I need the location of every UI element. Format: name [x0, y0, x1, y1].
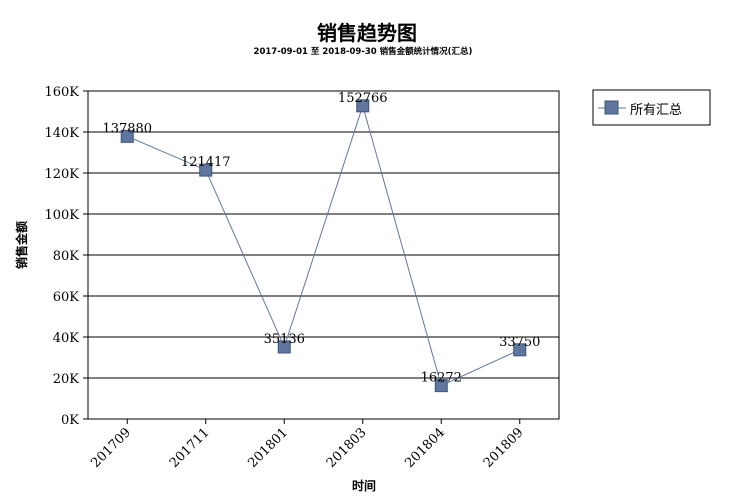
y-tick-label: 40K: [53, 331, 80, 346]
data-label: 152766: [338, 91, 388, 106]
x-tick-label: 201801: [245, 425, 291, 471]
chart-subtitle: 2017-09-01 至 2018-09-30 销售金额统计情况(汇总): [254, 46, 473, 57]
y-tick-label: 0K: [61, 413, 79, 428]
legend-marker: [604, 100, 619, 115]
data-label: 16272: [421, 371, 462, 386]
x-axis-ticks: 201709 201711 201801 201803 201804 201809: [88, 419, 527, 471]
data-point-marker: [513, 343, 527, 357]
data-point-marker: [434, 379, 448, 393]
series-layer: 137880 121417 35136 152766 16272 33750: [102, 91, 540, 393]
y-tick-label: 60K: [53, 290, 80, 305]
x-tick-label: 201804: [402, 425, 448, 471]
x-axis-title: 时间: [352, 478, 376, 493]
data-label: 35136: [264, 332, 305, 347]
x-tick-label: 201709: [88, 425, 134, 471]
y-tick-label: 20K: [53, 372, 80, 387]
y-axis-title: 销售金额: [14, 221, 29, 269]
series-line: [127, 104, 520, 387]
legend: 所有汇总: [592, 89, 711, 126]
data-label: 33750: [499, 335, 540, 350]
y-tick-label: 160K: [44, 85, 79, 100]
data-point-marker: [277, 340, 291, 354]
data-point-marker: [199, 163, 213, 177]
x-tick-label: 201711: [167, 425, 213, 471]
y-tick-label: 80K: [53, 249, 80, 264]
data-point-marker: [356, 99, 370, 113]
y-tick-label: 140K: [44, 126, 79, 141]
x-tick-label: 201803: [324, 425, 370, 471]
y-tick-label: 100K: [44, 208, 79, 223]
data-label: 121417: [181, 155, 231, 170]
y-tick-label: 120K: [44, 167, 79, 182]
data-point-marker: [120, 129, 134, 143]
data-label: 137880: [102, 121, 152, 136]
y-axis-ticks: 0K 20K 40K 60K 80K 100K 120K 140K 160K: [44, 85, 88, 428]
legend-label: 所有汇总: [630, 103, 682, 118]
x-tick-label: 201809: [481, 425, 527, 471]
grid-lines: [88, 131, 559, 379]
chart-title: 销售趋势图: [317, 21, 417, 45]
